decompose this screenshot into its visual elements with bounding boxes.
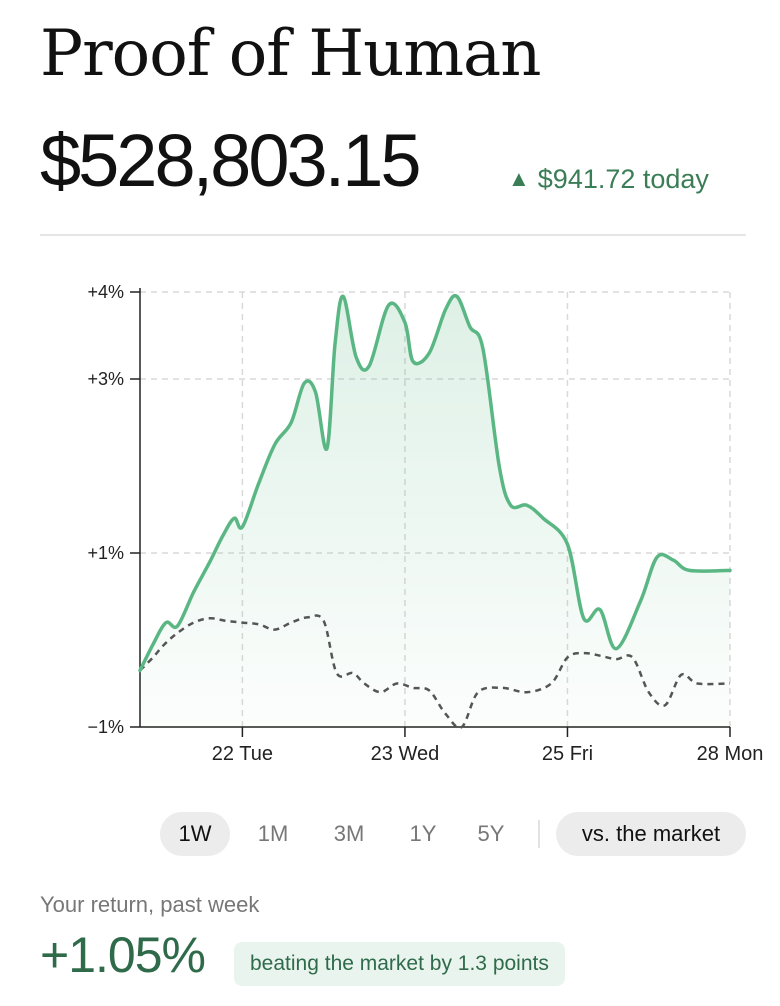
header-divider bbox=[40, 234, 746, 236]
y-tick-label: +4% bbox=[87, 282, 124, 302]
portfolio-series-line bbox=[138, 294, 732, 673]
portfolio-value: $528,803.15 bbox=[40, 119, 422, 202]
x-tick-label: 25 Fri bbox=[542, 743, 593, 765]
y-tick-label: +1% bbox=[87, 543, 124, 563]
x-tick-label: 23 Wed bbox=[371, 743, 440, 765]
range-1m-button[interactable]: 1M bbox=[257, 821, 289, 846]
return-value: +1.05% bbox=[40, 927, 206, 983]
y-tick-label: −1% bbox=[87, 717, 124, 737]
x-tick-label: 22 Tue bbox=[212, 743, 273, 765]
chart-series bbox=[138, 294, 732, 729]
portfolio-area bbox=[140, 295, 730, 727]
chart-ticks: +4% +3% +1% −1% 22 Tue 23 Wed 25 Fri 28 Mon bbox=[87, 282, 763, 765]
daily-change: ▲ $941.72 today bbox=[508, 162, 709, 198]
return-label: Your return, past week bbox=[40, 892, 260, 917]
range-1w-button[interactable]: 1W bbox=[160, 812, 230, 856]
vs-market-button[interactable]: vs. the market bbox=[556, 812, 746, 856]
range-selector: 1W 1M 3M 1Y 5Y vs. the market bbox=[160, 812, 750, 856]
range-5y-button[interactable]: 5Y bbox=[477, 821, 505, 846]
x-tick-label: 28 Mon bbox=[697, 743, 764, 765]
range-separator bbox=[538, 820, 540, 848]
page-title: Proof of Human bbox=[40, 17, 541, 91]
performance-chart: +4% +3% +1% −1% 22 Tue 23 Wed 25 Fri 28 Mon bbox=[87, 282, 763, 765]
range-3m-button[interactable]: 3M bbox=[333, 821, 365, 846]
market-series-line bbox=[139, 614, 731, 729]
daily-change-label: $941.72 today bbox=[537, 164, 709, 194]
y-tick-label: +3% bbox=[87, 369, 124, 389]
range-1y-button[interactable]: 1Y bbox=[409, 821, 437, 846]
up-arrow-icon: ▲ bbox=[508, 166, 530, 191]
market-comparison-badge: beating the market by 1.3 points bbox=[234, 942, 565, 986]
